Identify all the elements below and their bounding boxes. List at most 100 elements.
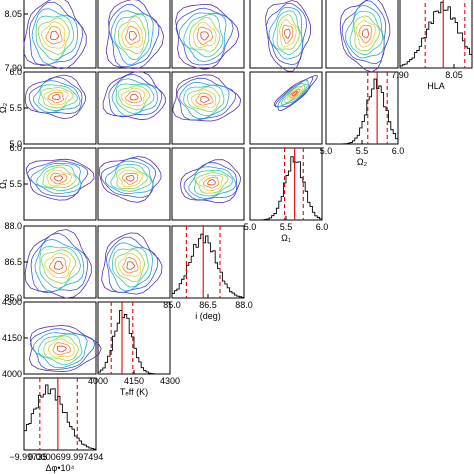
panel-frame (171, 71, 245, 145)
panel-frame (171, 0, 245, 69)
y-tick-label: 88.0 (4, 221, 22, 231)
histogram-omega1 (249, 147, 323, 221)
x-tick-label: 86.5 (199, 300, 217, 310)
histogram-hla (399, 0, 473, 69)
contour-level-2 (183, 162, 238, 201)
y-tick-label: 86.5 (4, 257, 22, 267)
contour-level-1 (101, 232, 163, 295)
histogram-steps (171, 233, 245, 298)
histogram-teff (97, 301, 171, 375)
contour-panel (23, 225, 97, 299)
contour-level-5 (42, 166, 77, 188)
y-tick-label: 4150 (2, 333, 22, 343)
contour-level-2 (108, 4, 160, 68)
contour-panel (97, 0, 171, 69)
contour-level-6 (46, 169, 72, 187)
contour-level-7 (47, 91, 64, 103)
contour-level-1 (24, 74, 87, 120)
contour-level-3 (345, 5, 385, 59)
contour-panel (249, 0, 323, 72)
contour-level-4 (193, 170, 234, 197)
contour-level-6 (120, 87, 145, 107)
histogram-steps (97, 309, 170, 375)
contour-panel (249, 71, 323, 145)
x-tick-label: 6.0 (316, 222, 329, 232)
contour-level-5 (117, 85, 151, 111)
contour-level-5 (117, 16, 147, 55)
contour-level-8 (207, 179, 216, 186)
contour-panel (23, 71, 97, 145)
contour-level-8 (291, 90, 298, 96)
contour-level-3 (277, 79, 310, 107)
panel-frame (23, 301, 97, 375)
contour-level-3 (178, 12, 227, 63)
panel-frame (249, 0, 323, 69)
x-tick-label: 8.05 (445, 70, 463, 80)
contour-level-6 (121, 20, 143, 48)
contour-level-4 (39, 245, 81, 289)
contour-level-1 (28, 325, 102, 373)
panel-frame (97, 71, 171, 145)
contour-panel (23, 301, 102, 375)
contour-level-2 (175, 7, 234, 66)
contour-level-4 (183, 84, 225, 117)
contour-level-7 (52, 342, 72, 356)
y-tick-label: 4300 (2, 297, 22, 307)
x-tick-label: 5.0 (320, 146, 333, 156)
contour-level-2 (176, 77, 237, 121)
contour-level-3 (110, 10, 154, 65)
y-tick-label: 8.05 (4, 9, 22, 19)
panel-frame (23, 225, 97, 299)
x-tick-label: 0.0000699.997494 (28, 452, 103, 462)
contour-level-1 (172, 74, 242, 122)
contour-level-4 (35, 164, 81, 192)
x-tick-label: −9.99735 (9, 452, 47, 462)
contour-panel (97, 71, 171, 145)
contour-level-5 (114, 249, 145, 283)
contour-level-3 (34, 238, 85, 293)
y-axis-label: Ω₁ (0, 179, 8, 189)
x-tick-label: 88.0 (235, 300, 253, 310)
contour-level-3 (108, 242, 153, 292)
contour-level-6 (355, 20, 376, 48)
panel-frame (97, 147, 171, 221)
contour-level-2 (30, 232, 89, 294)
y-axis-label: Ω₂ (0, 102, 8, 113)
histogram-steps (249, 156, 323, 221)
x-tick-label: 6.0 (392, 146, 405, 156)
contour-level-7 (358, 25, 372, 44)
x-tick-label: 7.90 (391, 70, 409, 80)
contour-level-5 (43, 335, 79, 361)
panel-frame (97, 0, 171, 69)
contour-level-8 (129, 93, 139, 101)
contour-panel (97, 225, 171, 299)
contour-level-6 (198, 174, 224, 192)
contour-level-7 (49, 256, 68, 275)
contour-level-7 (195, 92, 214, 106)
x-tick-label: 5.0 (244, 222, 257, 232)
contour-level-8 (200, 96, 210, 103)
contour-level-4 (115, 83, 155, 115)
contour-panel (171, 147, 245, 221)
contour-level-5 (188, 17, 221, 52)
contour-panel (23, 147, 97, 221)
contour-level-8 (129, 31, 137, 41)
contour-level-6 (44, 252, 71, 279)
contour-level-4 (114, 13, 150, 61)
x-axis-label: Tₑff (K) (120, 387, 148, 397)
contour-level-8 (126, 174, 135, 182)
x-axis-label: Ω₂ (357, 157, 368, 167)
contour-level-5 (276, 14, 300, 50)
contour-level-3 (268, 6, 304, 60)
x-tick-label: 4150 (124, 376, 144, 386)
contour-level-7 (50, 172, 68, 185)
histogram-omega2 (325, 71, 399, 145)
contour-level-3 (31, 8, 78, 65)
y-tick-label: 4000 (2, 369, 22, 379)
contour-level-2 (26, 160, 89, 197)
contour-level-8 (51, 94, 61, 101)
x-tick-label: 4000 (88, 376, 108, 386)
contour-panel (171, 0, 245, 70)
histogram-incl (171, 225, 245, 299)
